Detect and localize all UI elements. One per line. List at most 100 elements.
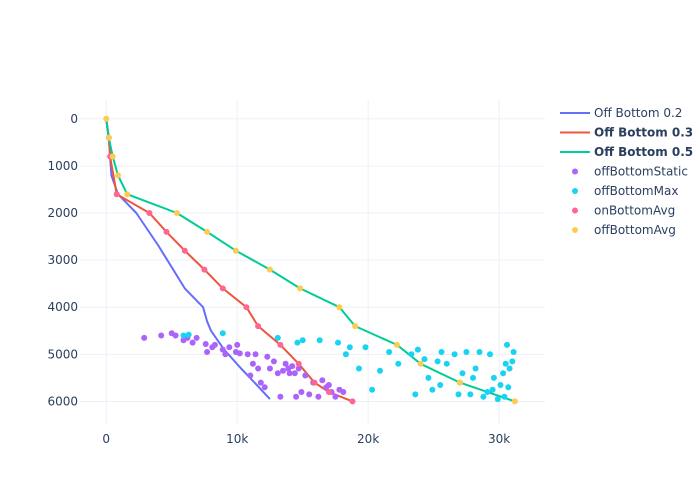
- point-offbottomstatic[interactable]: [302, 372, 309, 379]
- point-offbottomstatic[interactable]: [234, 341, 241, 348]
- point-offbottommax[interactable]: [472, 365, 479, 372]
- point-onbottomavg[interactable]: [243, 304, 250, 311]
- point-offbottomstatic[interactable]: [298, 389, 305, 395]
- point-offbottomavg[interactable]: [336, 304, 343, 311]
- point-offbottommax[interactable]: [180, 332, 187, 339]
- point-offbottomstatic[interactable]: [219, 346, 226, 353]
- point-offbottomavg[interactable]: [115, 172, 121, 179]
- point-onbottomavg[interactable]: [277, 341, 284, 348]
- point-offbottommax[interactable]: [437, 382, 444, 388]
- point-offbottommax[interactable]: [470, 374, 476, 381]
- point-offbottomstatic[interactable]: [141, 334, 148, 341]
- legend-item-off-bottom-0-5[interactable]: Off Bottom 0.5: [560, 145, 693, 159]
- point-offbottomstatic[interactable]: [295, 365, 302, 372]
- point-offbottommax[interactable]: [505, 384, 512, 391]
- point-onbottomavg[interactable]: [146, 210, 153, 216]
- point-offbottommax[interactable]: [459, 370, 466, 377]
- point-offbottomavg[interactable]: [352, 323, 359, 330]
- point-onbottomavg[interactable]: [113, 191, 120, 198]
- point-offbottommax[interactable]: [501, 393, 508, 400]
- point-offbottomstatic[interactable]: [266, 365, 273, 372]
- point-offbottomstatic[interactable]: [261, 384, 268, 391]
- point-offbottommax[interactable]: [509, 358, 516, 365]
- point-offbottommax[interactable]: [386, 349, 393, 355]
- point-offbottommax[interactable]: [451, 351, 458, 358]
- point-offbottomavg[interactable]: [456, 379, 463, 386]
- point-offbottomstatic[interactable]: [249, 360, 256, 367]
- point-offbottommax[interactable]: [316, 337, 323, 344]
- point-offbottomstatic[interactable]: [270, 358, 277, 365]
- legend[interactable]: Off Bottom 0.2 Off Bottom 0.3 Off Bottom 0…: [560, 106, 693, 237]
- point-offbottomstatic[interactable]: [247, 372, 254, 379]
- point-offbottommax[interactable]: [395, 360, 402, 367]
- point-offbottomstatic[interactable]: [315, 393, 322, 400]
- point-offbottommax[interactable]: [463, 349, 470, 355]
- point-offbottommax[interactable]: [480, 393, 487, 400]
- point-offbottomstatic[interactable]: [280, 367, 286, 374]
- point-offbottomstatic[interactable]: [189, 339, 196, 346]
- point-offbottommax[interactable]: [494, 396, 501, 403]
- legend-item-offbottomavg[interactable]: offBottomAvg: [572, 223, 676, 237]
- point-offbottomstatic[interactable]: [286, 370, 293, 377]
- point-offbottomstatic[interactable]: [244, 351, 251, 358]
- point-offbottommax[interactable]: [487, 351, 493, 358]
- point-offbottommax[interactable]: [219, 330, 226, 337]
- point-offbottommax[interactable]: [408, 351, 415, 358]
- point-onbottomavg[interactable]: [295, 360, 302, 367]
- point-offbottommax[interactable]: [412, 391, 419, 398]
- point-offbottommax[interactable]: [455, 391, 462, 398]
- point-offbottommax[interactable]: [489, 386, 496, 393]
- legend-item-onbottomavg[interactable]: onBottomAvg: [572, 204, 675, 218]
- point-offbottommax[interactable]: [434, 358, 441, 365]
- point-offbottommax[interactable]: [500, 370, 507, 377]
- legend-item-offbottomstatic[interactable]: offBottomStatic: [572, 165, 688, 179]
- point-offbottommax[interactable]: [425, 374, 432, 381]
- point-offbottommax[interactable]: [342, 351, 349, 358]
- point-offbottomstatic[interactable]: [277, 393, 284, 400]
- point-offbottommax[interactable]: [429, 386, 436, 393]
- legend-item-off-bottom-0-3[interactable]: Off Bottom 0.3: [560, 126, 693, 140]
- point-onbottomavg[interactable]: [325, 389, 332, 395]
- series-line-off-bottom-0-2[interactable]: [105, 118, 271, 400]
- point-offbottomstatic[interactable]: [211, 341, 218, 348]
- point-offbottomavg[interactable]: [511, 398, 518, 405]
- point-offbottommax[interactable]: [299, 337, 306, 344]
- point-offbottommax[interactable]: [377, 367, 383, 374]
- point-offbottomstatic[interactable]: [202, 341, 209, 347]
- point-offbottomstatic[interactable]: [204, 349, 211, 355]
- point-offbottommax[interactable]: [510, 349, 517, 355]
- point-offbottomavg[interactable]: [105, 134, 112, 141]
- point-offbottommax[interactable]: [362, 344, 369, 351]
- point-offbottommax[interactable]: [421, 356, 428, 363]
- point-offbottommax[interactable]: [476, 349, 483, 355]
- point-offbottomstatic[interactable]: [282, 360, 289, 367]
- point-offbottomavg[interactable]: [109, 153, 116, 160]
- point-offbottommax[interactable]: [467, 391, 474, 398]
- point-onbottomavg[interactable]: [163, 228, 170, 235]
- point-offbottommax[interactable]: [438, 349, 445, 355]
- point-offbottomstatic[interactable]: [291, 370, 298, 377]
- point-offbottomstatic[interactable]: [193, 334, 200, 341]
- point-offbottommax[interactable]: [369, 386, 376, 393]
- point-offbottommax[interactable]: [506, 365, 513, 372]
- point-onbottomavg[interactable]: [201, 266, 208, 273]
- point-offbottommax[interactable]: [504, 341, 510, 348]
- point-offbottomstatic[interactable]: [226, 344, 233, 351]
- legend-item-offbottommax[interactable]: offBottomMax: [572, 184, 678, 198]
- point-offbottommax[interactable]: [185, 331, 192, 338]
- point-offbottomstatic[interactable]: [319, 377, 326, 384]
- point-offbottomstatic[interactable]: [264, 353, 271, 360]
- point-onbottomavg[interactable]: [311, 379, 318, 386]
- point-offbottomstatic[interactable]: [325, 382, 332, 388]
- point-offbottomavg[interactable]: [266, 266, 273, 273]
- point-offbottomavg[interactable]: [417, 360, 424, 367]
- point-offbottomstatic[interactable]: [293, 393, 300, 400]
- point-offbottomstatic[interactable]: [340, 389, 347, 395]
- point-offbottommax[interactable]: [356, 365, 362, 372]
- point-offbottomavg[interactable]: [204, 228, 211, 235]
- point-offbottomavg[interactable]: [297, 285, 304, 292]
- point-offbottommax[interactable]: [274, 334, 281, 341]
- point-offbottommax[interactable]: [335, 339, 341, 346]
- point-offbottomstatic[interactable]: [172, 332, 179, 339]
- point-offbottomstatic[interactable]: [289, 363, 296, 370]
